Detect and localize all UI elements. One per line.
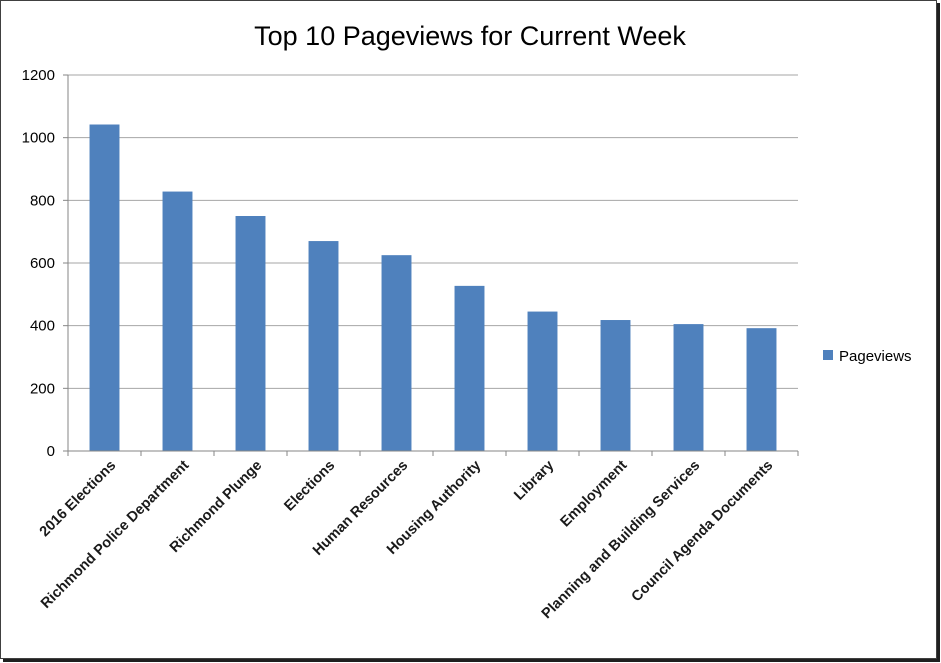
legend: Pageviews: [823, 348, 912, 365]
x-tick-label: Richmond Police Department: [38, 457, 192, 611]
chart-title: Top 10 Pageviews for Current Week: [254, 21, 686, 51]
bars: [89, 124, 777, 452]
y-tick-label: 600: [30, 255, 55, 272]
y-tick-label: 1200: [22, 67, 55, 84]
bar: [162, 191, 193, 451]
y-axis: 0 200 400 600 800 1000 1200: [22, 67, 69, 460]
bar: [600, 320, 631, 451]
bar: [89, 124, 120, 452]
bar: [308, 241, 339, 451]
bar: [527, 311, 558, 451]
x-tick-label: 2016 Elections: [37, 458, 120, 541]
x-tick-label: Planning and Building Services: [539, 458, 704, 623]
bar: [454, 285, 485, 451]
bar: [673, 324, 704, 451]
bar: [381, 255, 412, 451]
legend-label: Pageviews: [839, 348, 912, 365]
y-tick-label: 200: [30, 380, 55, 397]
y-tick-label: 0: [47, 443, 55, 460]
bar: [235, 216, 266, 451]
x-tick-label: Council Agenda Documents: [629, 458, 777, 606]
x-tick-label: Library: [511, 458, 557, 504]
legend-swatch: [823, 350, 833, 360]
x-tick-label: Elections: [281, 458, 338, 515]
y-tick-label: 400: [30, 318, 55, 335]
y-tick-label: 1000: [22, 130, 55, 147]
x-tick-label: Employment: [557, 457, 630, 530]
y-tick-label: 800: [30, 192, 55, 209]
bar: [746, 328, 777, 451]
